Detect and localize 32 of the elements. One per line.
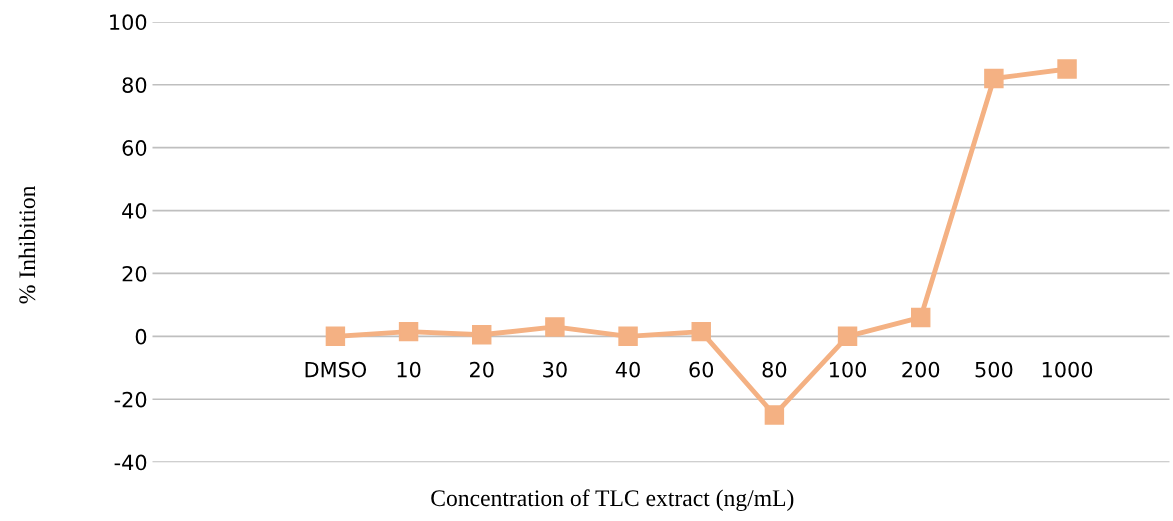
- x-tick-label: 10: [397, 361, 421, 378]
- point: [984, 68, 1004, 89]
- x-tick-label: 500: [975, 361, 1013, 378]
- point: [691, 321, 711, 342]
- x-tick-label: 100: [829, 361, 867, 378]
- y-axis-title: % Inhibition: [18, 185, 36, 304]
- y-tick-label: 60: [122, 140, 147, 156]
- x-tick-label: 80: [762, 361, 787, 378]
- point: [837, 326, 858, 347]
- y-tick-label: -40: [114, 454, 147, 471]
- x-tick-label: 30: [543, 361, 567, 378]
- point: [398, 321, 419, 342]
- point: [764, 405, 785, 425]
- x-tick-label: 40: [615, 361, 640, 378]
- x-tick-label: 1000: [1042, 361, 1093, 378]
- x-tick-label: 20: [470, 361, 494, 378]
- x-tick-label: 60: [689, 361, 714, 378]
- x-axis-title: Concentration of TLC extract (ng/mL): [431, 489, 794, 512]
- point: [910, 307, 931, 328]
- point: [545, 317, 565, 337]
- x-tick-label: DMSO: [305, 361, 367, 378]
- point: [1057, 59, 1077, 79]
- y-tick-label: -20: [114, 391, 147, 408]
- x-tick-label: 200: [902, 361, 940, 378]
- y-tick-label: 20: [122, 265, 147, 282]
- y-tick-label: 40: [122, 203, 147, 219]
- y-tick-label: 0: [135, 328, 147, 345]
- point: [472, 325, 492, 345]
- y-tick-label: 80: [122, 77, 147, 93]
- point: [618, 326, 638, 347]
- point: [325, 326, 346, 347]
- y-tick-label: 100: [110, 14, 147, 31]
